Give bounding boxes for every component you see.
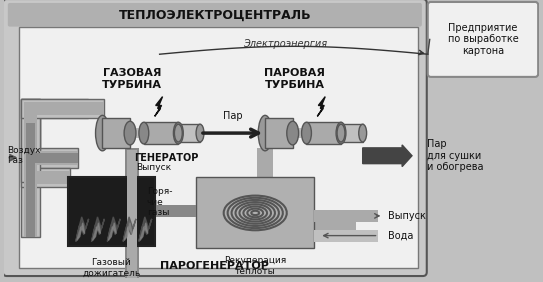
Bar	[21, 99, 40, 150]
Bar	[257, 222, 356, 237]
Bar	[23, 102, 104, 115]
Text: Выпуск: Выпуск	[136, 163, 171, 172]
Ellipse shape	[196, 124, 204, 142]
Text: Газовый
дожигатель: Газовый дожигатель	[82, 258, 141, 278]
Bar	[306, 122, 341, 144]
Bar	[144, 122, 178, 144]
Ellipse shape	[301, 122, 312, 144]
Bar	[21, 99, 104, 118]
Bar	[130, 128, 144, 138]
Text: Рекуперация
теплоты: Рекуперация теплоты	[224, 256, 286, 276]
Polygon shape	[317, 97, 325, 116]
Ellipse shape	[359, 124, 367, 142]
Bar	[196, 177, 314, 248]
Polygon shape	[155, 97, 162, 116]
Bar	[178, 124, 200, 142]
Text: Электроэнергия: Электроэнергия	[243, 39, 327, 49]
Polygon shape	[139, 217, 151, 241]
Ellipse shape	[336, 122, 346, 144]
Text: Пар
для сушки
и обогрева: Пар для сушки и обогрева	[427, 139, 483, 172]
Text: Выпуск: Выпуск	[388, 211, 426, 221]
Bar	[23, 171, 70, 184]
Text: ТЕПЛОЭЛЕКТРОЦЕНТРАЛЬ: ТЕПЛОЭЛЕКТРОЦЕНТРАЛЬ	[118, 8, 311, 21]
Bar	[314, 230, 378, 241]
Text: ПАРОГЕНЕРАТОР: ПАРОГЕНЕРАТОР	[160, 261, 269, 271]
Bar	[21, 168, 70, 187]
FancyBboxPatch shape	[8, 3, 422, 27]
Ellipse shape	[174, 124, 182, 142]
Polygon shape	[108, 217, 120, 241]
Bar	[125, 148, 139, 282]
FancyArrow shape	[363, 145, 412, 167]
Bar	[26, 123, 35, 237]
Bar	[23, 121, 37, 237]
Polygon shape	[123, 217, 136, 241]
Bar	[23, 102, 37, 182]
Ellipse shape	[139, 122, 149, 144]
Bar	[293, 128, 306, 138]
Bar	[21, 99, 87, 118]
Bar	[68, 177, 155, 246]
Polygon shape	[92, 223, 100, 241]
Ellipse shape	[258, 115, 272, 151]
Bar	[23, 102, 37, 150]
Ellipse shape	[124, 121, 136, 145]
Bar	[21, 99, 40, 182]
Bar	[23, 151, 78, 165]
Bar	[341, 124, 363, 142]
FancyBboxPatch shape	[3, 0, 427, 276]
Text: Горя-
чие
газы: Горя- чие газы	[147, 187, 172, 217]
Ellipse shape	[287, 121, 299, 145]
Bar	[23, 102, 87, 115]
Bar	[314, 210, 378, 222]
Text: Воздух: Воздух	[7, 146, 40, 155]
Ellipse shape	[337, 124, 345, 142]
Ellipse shape	[173, 122, 184, 144]
Bar	[21, 148, 78, 168]
Bar	[103, 118, 130, 148]
Text: ГАЗОВАЯ
ТУРБИНА: ГАЗОВАЯ ТУРБИНА	[102, 68, 162, 90]
Text: Предприятие
по выработке
картона: Предприятие по выработке картона	[447, 23, 519, 56]
Bar	[265, 118, 293, 148]
Bar	[127, 150, 137, 282]
Polygon shape	[76, 217, 89, 241]
Polygon shape	[140, 223, 148, 241]
Polygon shape	[109, 223, 116, 241]
Polygon shape	[92, 217, 104, 241]
Text: Пар: Пар	[223, 111, 242, 121]
Bar	[257, 148, 273, 227]
Ellipse shape	[96, 115, 109, 151]
Text: Вода: Вода	[388, 231, 414, 241]
Text: ПАРОВАЯ
ТУРБИНА: ПАРОВАЯ ТУРБИНА	[264, 68, 325, 90]
Text: ГЕНЕРАТОР: ГЕНЕРАТОР	[134, 153, 199, 163]
Polygon shape	[124, 223, 132, 241]
FancyBboxPatch shape	[428, 2, 538, 77]
Text: Газ: Газ	[7, 156, 23, 165]
Bar	[18, 27, 418, 268]
Bar	[26, 153, 78, 163]
Bar	[21, 118, 40, 237]
Bar	[139, 205, 196, 217]
Polygon shape	[77, 223, 85, 241]
